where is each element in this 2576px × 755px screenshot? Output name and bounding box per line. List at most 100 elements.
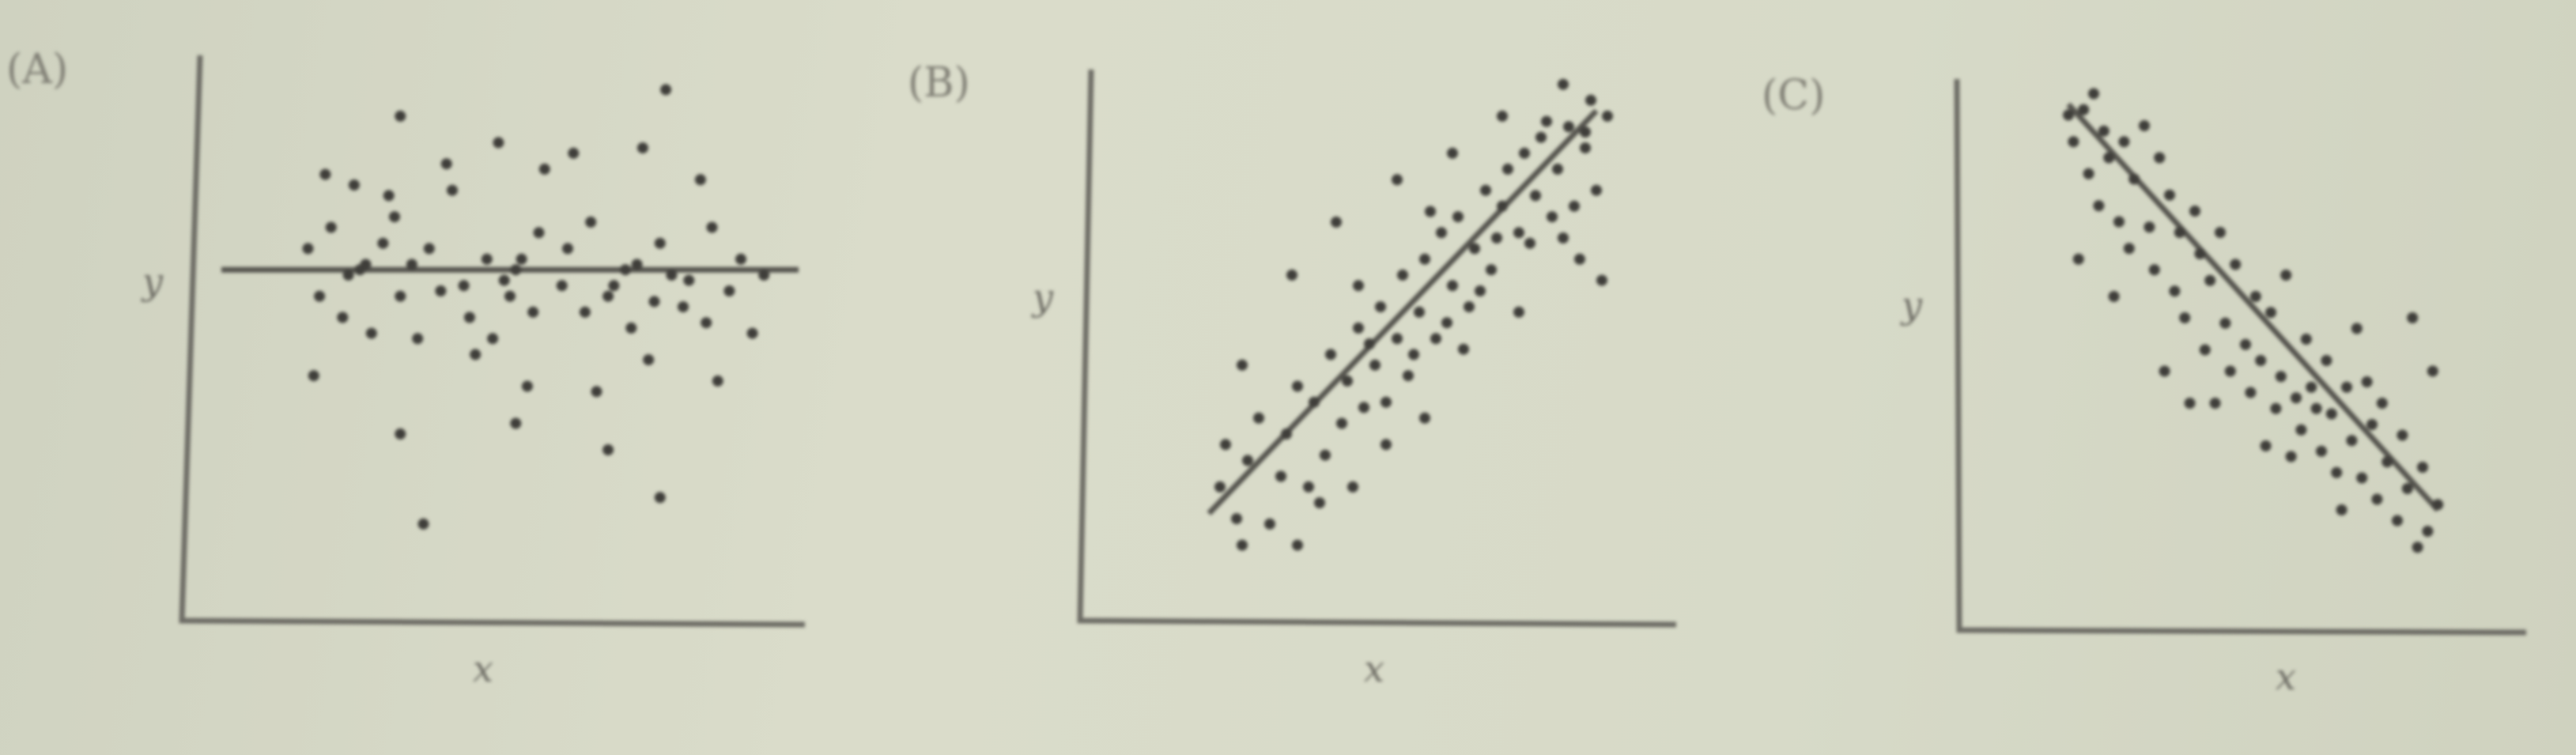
panel-a-point-27 (412, 333, 424, 345)
panel-a-point-25 (365, 327, 377, 339)
panel-c-point-7 (2098, 125, 2110, 137)
panel-b-point-13 (1336, 417, 1347, 429)
panel-a-point-45 (440, 158, 452, 170)
panel-b-label: (B) (908, 59, 970, 107)
panel-a-plot (221, 84, 799, 530)
panel-b-point-68 (1441, 317, 1452, 329)
panel-c-label: (C) (1762, 72, 1825, 119)
panel-a-point-36 (625, 322, 637, 334)
panel-c-y-label: y (1900, 284, 1923, 327)
panel-c-point-47 (2351, 323, 2363, 334)
panel-c-point-40 (2306, 381, 2317, 393)
panel-a-point-54 (712, 375, 723, 387)
panel-a-point-53 (643, 354, 655, 366)
panel-c-plot (2063, 88, 2444, 553)
panel-a-point-14 (562, 243, 573, 255)
panel-c-point-30 (2245, 387, 2257, 398)
panel-a-point-68 (666, 269, 678, 281)
panel-a-point-65 (498, 274, 510, 286)
panel-c-point-21 (2189, 206, 2200, 217)
panel-c-point-26 (2219, 317, 2231, 329)
panel-a-point-48 (568, 147, 580, 159)
panel-c-point-69 (2184, 398, 2196, 409)
panel-b-point-70 (1524, 237, 1535, 249)
panel-a-point-35 (602, 290, 614, 302)
panel-c-point-38 (2295, 424, 2307, 436)
panel-a-point-17 (631, 259, 643, 270)
panel-b-point-72 (1491, 232, 1502, 243)
panel-c-point-27 (2224, 365, 2236, 377)
panel-b-point-40 (1552, 163, 1563, 175)
panel-b-point-27 (1447, 280, 1458, 292)
panel-c-point-36 (2280, 270, 2292, 281)
panel-c: (C) y x (1762, 72, 2527, 698)
panel-a-point-33 (556, 280, 568, 292)
panel-a-point-58 (510, 417, 522, 429)
panel-a-point-39 (701, 317, 712, 329)
panel-b-point-4 (1253, 412, 1264, 424)
panel-b-point-39 (1547, 211, 1558, 223)
panel-c-point-53 (2392, 515, 2403, 527)
panel-c-point-9 (2113, 216, 2125, 228)
panel-a-point-57 (395, 428, 406, 440)
panel-a-point-56 (591, 386, 602, 398)
panel-c-point-13 (2139, 120, 2150, 131)
panel-c-point-25 (2215, 227, 2226, 238)
panel-c-point-58 (2422, 526, 2434, 537)
panel-b-point-28 (1452, 211, 1464, 223)
panel-a-point-13 (533, 227, 545, 239)
panel-c-point-11 (2123, 243, 2135, 255)
panel-c-point-49 (2366, 419, 2378, 430)
panel-a-point-21 (735, 253, 746, 265)
panel-c-point-39 (2300, 334, 2312, 345)
panel-b-point-74 (1353, 280, 1364, 292)
panel-c-point-42 (2321, 355, 2332, 366)
panel-c-point-61 (2072, 253, 2084, 265)
panel-b-point-61 (1558, 78, 1569, 90)
panel-a-point-18 (654, 237, 666, 249)
panel-b-point-25 (1430, 333, 1441, 345)
panel-c-point-63 (2159, 365, 2170, 377)
panel-b-point-42 (1569, 200, 1580, 212)
panel-b-point-62 (1580, 126, 1591, 138)
panel-a-point-12 (510, 264, 522, 276)
panel-c-point-50 (2371, 493, 2383, 505)
panel-b-point-55 (1237, 539, 1248, 551)
panel-b-point-41 (1563, 121, 1574, 133)
panel-a: (A) y x (6, 46, 806, 690)
panel-b-point-43 (1580, 142, 1591, 154)
panel-a-axes (179, 55, 806, 628)
panel-a-point-52 (470, 349, 482, 361)
panel-b-point-51 (1419, 412, 1430, 424)
panel-c-point-48 (2356, 472, 2368, 484)
panel-a-point-23 (314, 290, 326, 302)
panel-b-point-33 (1497, 200, 1508, 212)
panel-c-point-44 (2331, 466, 2343, 478)
panel-a-point-59 (602, 444, 614, 455)
panel-c-point-33 (2265, 307, 2276, 319)
panel-c-point-56 (2412, 542, 2423, 553)
panel-c-point-18 (2169, 285, 2181, 297)
panel-b-point-7 (1281, 428, 1292, 440)
panel-c-point-66 (2310, 402, 2322, 414)
panel-c-point-57 (2417, 462, 2428, 473)
panel-a-point-44 (383, 190, 395, 202)
panel-b-point-66 (1364, 338, 1375, 349)
panel-c-point-2 (2068, 136, 2079, 148)
panel-b-point-34 (1502, 163, 1513, 175)
panel-a-x-label: x (473, 647, 493, 690)
panel-a-point-50 (694, 174, 706, 186)
panel-b-point-71 (1558, 232, 1569, 243)
panel-c-point-22 (2194, 248, 2206, 259)
panel-b-point-8 (1292, 380, 1303, 392)
panel-a-point-55 (521, 380, 533, 392)
panel-c-point-23 (2199, 344, 2211, 356)
panel-a-point-5 (377, 237, 389, 249)
panel-c-point-45 (2341, 381, 2352, 393)
panel-b-point-2 (1231, 513, 1242, 525)
panel-b-point-11 (1320, 449, 1331, 461)
panel-b-point-3 (1242, 455, 1253, 466)
panel-b-point-56 (1286, 269, 1297, 281)
panel-b-point-20 (1392, 333, 1403, 345)
panel-b-point-73 (1425, 206, 1436, 217)
